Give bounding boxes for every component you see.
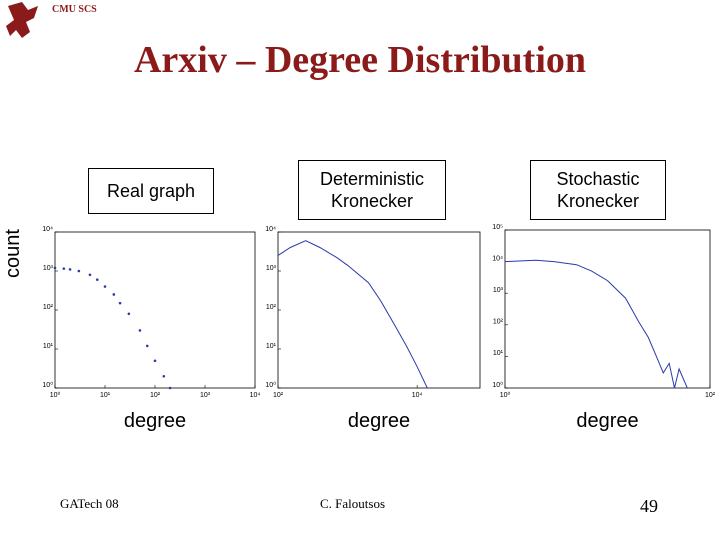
y-tick-label: 10¹: [493, 350, 504, 357]
plot-frame: [504, 229, 711, 389]
x-axis-label: degree: [576, 410, 639, 432]
footer-left: GATech 08: [60, 496, 119, 511]
y-tick-label: 10²: [266, 304, 277, 311]
y-tick-label: 10²: [43, 304, 54, 311]
y-tick-label: 10⁵: [492, 224, 503, 231]
degree-point: [162, 374, 166, 378]
x-tick-label: 10²: [273, 392, 284, 399]
panel-title: Real graph: [88, 168, 214, 214]
degree-point: [53, 266, 57, 270]
y-tick-label: 10⁰: [42, 381, 53, 389]
degree-point: [103, 285, 107, 288]
panel-title: Deterministic Kronecker: [298, 160, 446, 220]
plot-frame: [277, 231, 481, 389]
y-tick-label: 10³: [493, 287, 504, 294]
y-tick-label: 10⁴: [265, 226, 276, 233]
y-tick-label: 10³: [43, 265, 54, 272]
plot-frame: [54, 231, 256, 389]
degree-point: [168, 386, 172, 390]
footer-center: C. Faloutsos: [320, 496, 386, 511]
y-tick-label: 10⁰: [492, 381, 503, 389]
x-axis-label: degree: [123, 410, 187, 432]
degree-point: [88, 273, 92, 277]
y-tick-label: 10⁰: [265, 381, 276, 389]
x-tick-label: 10²: [150, 392, 161, 399]
y-tick-label: 10³: [266, 265, 277, 272]
degree-point: [62, 267, 66, 270]
x-tick-label: 10²: [705, 392, 716, 399]
degree-line: [277, 240, 428, 389]
y-tick-label: 10¹: [43, 343, 54, 350]
y-tick-label: 10¹: [266, 343, 277, 350]
x-tick-label: 10¹: [100, 392, 111, 399]
slide-title: Arxiv – Degree Distribution: [133, 39, 587, 81]
y-tick-label: 10⁴: [492, 255, 503, 262]
x-tick-label: 10⁰: [500, 391, 511, 399]
degree-point: [118, 301, 122, 305]
degree-point: [68, 268, 72, 271]
degree-point: [112, 293, 116, 296]
x-tick-label: 10³: [200, 392, 211, 399]
degree-point: [77, 269, 81, 273]
y-tick-label: 10²: [493, 319, 504, 326]
x-axis-label: degree: [347, 410, 411, 432]
degree-point: [95, 278, 99, 281]
x-tick-label: 10⁰: [50, 391, 61, 399]
panel-title: Stochastic Kronecker: [530, 160, 666, 220]
degree-line: [504, 259, 688, 389]
degree-point: [153, 359, 157, 363]
degree-point: [138, 329, 142, 332]
y-axis-label: count: [2, 229, 24, 278]
logo: [6, 2, 38, 38]
x-tick-label: 10⁴: [412, 392, 423, 399]
header: CMU SCS: [52, 4, 97, 15]
y-tick-label: 10⁴: [42, 226, 53, 233]
degree-point: [127, 312, 131, 316]
degree-point: [145, 344, 149, 348]
x-tick-label: 10⁴: [250, 392, 261, 399]
page-number: 49: [640, 496, 658, 516]
